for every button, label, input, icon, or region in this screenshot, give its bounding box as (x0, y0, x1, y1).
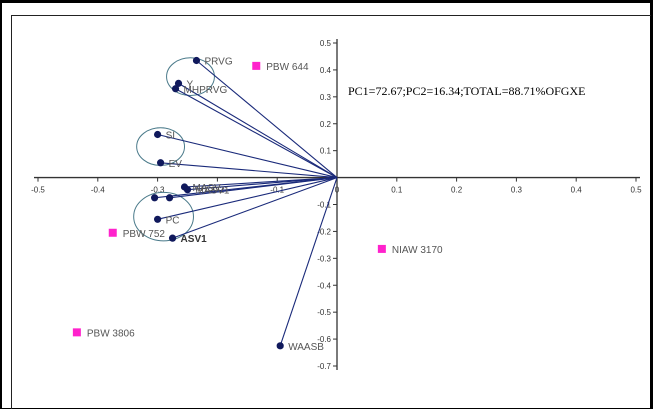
vector-point (192, 56, 201, 65)
x-tick-label: 0.4 (571, 186, 583, 195)
vector-line (187, 177, 338, 191)
vector-label: PRVG (204, 56, 232, 67)
vector-line (157, 133, 338, 179)
y-tick-label: -0.1 (317, 201, 331, 210)
cluster-ellipse (133, 191, 194, 242)
vector-line (157, 177, 338, 220)
vector-label: MASV1 (196, 186, 230, 197)
vector-point (165, 194, 174, 202)
y-tick-label: 0.5 (320, 39, 332, 48)
vector-point (174, 79, 183, 87)
vector-point (154, 130, 162, 139)
vector-label: MASV (193, 183, 222, 194)
genotype-label: PBW 752 (123, 229, 166, 240)
genotype-marker (252, 61, 261, 70)
vector-point (171, 85, 180, 93)
vector-label: MHPRVG (184, 85, 228, 96)
vector-label: EV (169, 159, 183, 170)
genotype-label: PBW 3806 (87, 328, 135, 339)
genotype-marker (377, 244, 386, 253)
x-tick-label: 0.1 (391, 186, 403, 195)
plot-border (11, 15, 651, 409)
y-tick-label: 0.1 (320, 147, 332, 156)
vector-line (196, 60, 338, 179)
genotype-marker (72, 328, 81, 337)
vector-label: PC (166, 215, 180, 226)
x-tick-label: -0.1 (270, 186, 284, 195)
vector-point (156, 159, 165, 167)
x-tick-label: -0.3 (151, 186, 165, 195)
y-tick-label: -0.3 (317, 254, 331, 263)
vector-line (172, 177, 338, 239)
vector-label: SI (166, 131, 175, 142)
y-tick-label: -0.7 (317, 362, 331, 371)
vector-line (279, 177, 338, 346)
vector-point (276, 342, 284, 350)
cluster-ellipse (166, 57, 215, 96)
x-tick-label: 0.3 (511, 186, 523, 195)
x-tick-label: -0.4 (91, 186, 105, 195)
vector-point (168, 234, 177, 242)
genotype-label: PBW 644 (266, 62, 309, 73)
vector-line (154, 177, 338, 199)
vector-point (151, 194, 159, 202)
variance-annotation: PC1=72.67;PC2=16.34;TOTAL=88.71%OFGXE (348, 84, 585, 98)
y-tick-label: -0.4 (317, 281, 331, 290)
vector-label: WAASB (288, 342, 324, 353)
vector-line (178, 82, 338, 179)
vector-line (160, 162, 338, 179)
genotype-marker (108, 228, 117, 237)
x-tick-label: 0.2 (451, 186, 463, 195)
vector-point (154, 215, 162, 223)
y-tick-label: -0.2 (317, 227, 331, 236)
y-tick-label: -0.6 (317, 335, 331, 344)
x-tick-label: 0.5 (630, 186, 642, 195)
y-tick-label: 0.2 (320, 120, 332, 129)
vector-line (175, 88, 338, 179)
vector-label: Y (187, 79, 194, 90)
x-tick-label: -0.5 (31, 186, 45, 195)
y-tick-label: 0.3 (320, 93, 332, 102)
vector-label: ASV1 (181, 234, 208, 245)
y-tick-label: 0.4 (320, 66, 332, 75)
x-tick-label: -0.2 (211, 186, 225, 195)
x-tick-label: 0 (335, 186, 340, 195)
y-tick-label: -0.5 (317, 308, 331, 317)
genotype-label: NIAW 3170 (392, 245, 443, 256)
vector-point (183, 186, 192, 194)
